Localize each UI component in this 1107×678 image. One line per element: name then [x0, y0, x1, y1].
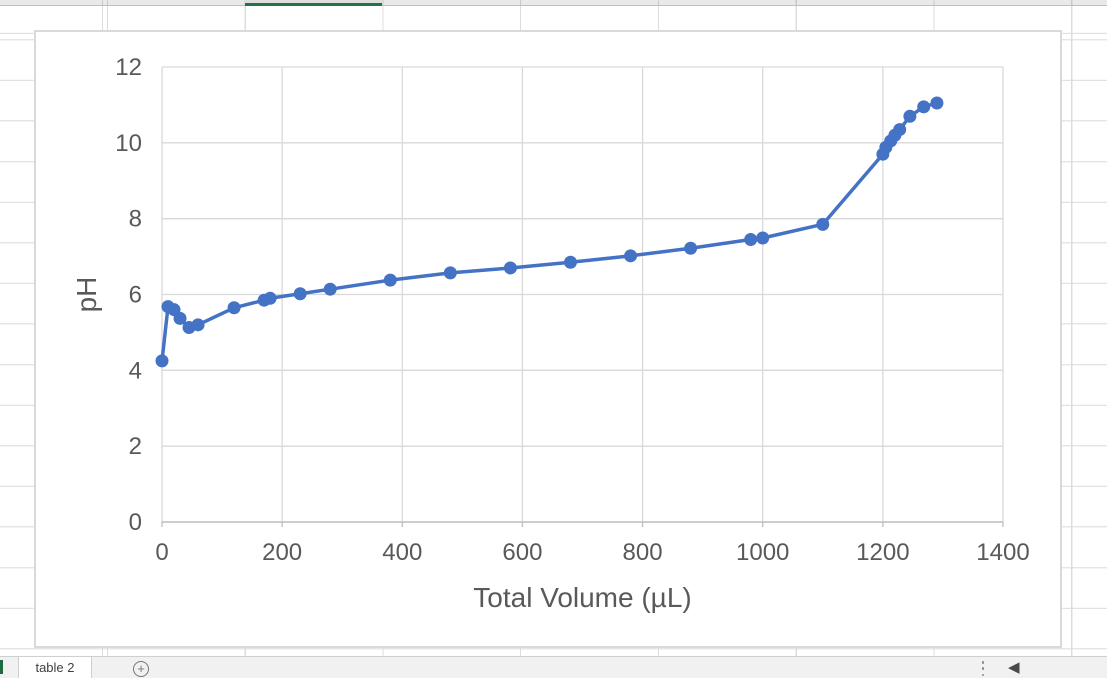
data-point [173, 311, 187, 325]
data-point [893, 123, 907, 137]
sheet-tab-table2[interactable]: table 2 [18, 657, 92, 678]
x-tick-label: 600 [502, 539, 542, 566]
x-tick-label: 400 [382, 539, 422, 566]
spreadsheet-top-row [0, 0, 1107, 6]
sheet-nav-edge-icon[interactable] [0, 660, 3, 674]
y-tick-label: 8 [129, 206, 142, 233]
plus-icon: + [137, 661, 145, 676]
titration-chart[interactable]: 0 200 400 600 800 1000 1200 1400 0 2 4 6 8 10 12 Total … [34, 30, 1062, 648]
y-tick-label: 6 [129, 282, 142, 309]
data-point [563, 255, 577, 269]
data-point [624, 249, 638, 263]
selected-cell[interactable] [244, 0, 383, 6]
x-tick-label: 800 [623, 539, 663, 566]
data-point [155, 354, 169, 368]
more-options-icon[interactable] [981, 661, 985, 676]
chart-canvas: 0 200 400 600 800 1000 1200 1400 0 2 4 6 8 10 12 Total … [71, 54, 1030, 613]
x-tick-label: 1000 [736, 539, 789, 566]
x-tick-label: 0 [155, 539, 168, 566]
data-point [293, 287, 307, 301]
x-tick-label: 1400 [976, 539, 1029, 566]
data-point [263, 291, 277, 305]
y-tick-label: 2 [129, 433, 142, 460]
data-point [383, 273, 397, 287]
x-tick-label: 1200 [856, 539, 909, 566]
y-tick-label: 10 [115, 130, 142, 157]
y-tick-label: 0 [129, 509, 142, 536]
y-tick-label: 12 [115, 54, 142, 81]
data-point [930, 96, 944, 110]
x-axis-title: Total Volume (µL) [473, 582, 691, 613]
sheet-tab-label: table 2 [35, 660, 75, 675]
data-point [227, 301, 241, 315]
data-point [903, 109, 917, 123]
y-tick-label: 4 [129, 357, 142, 384]
data-point [323, 282, 337, 296]
data-point [816, 217, 830, 231]
data-point [191, 318, 205, 332]
data-point [744, 233, 758, 247]
x-tick-label: 200 [262, 539, 302, 566]
data-point [684, 241, 698, 255]
data-point [443, 266, 457, 280]
new-sheet-button[interactable]: + [133, 660, 149, 677]
series-line [160, 101, 938, 362]
sheet-tab-bar: table 2 + ◀ [0, 656, 1107, 678]
y-axis-title: pH [71, 277, 102, 313]
data-point [756, 231, 770, 245]
scroll-left-icon[interactable]: ◀ [1008, 658, 1020, 676]
data-point [503, 261, 517, 275]
data-point [917, 100, 931, 114]
